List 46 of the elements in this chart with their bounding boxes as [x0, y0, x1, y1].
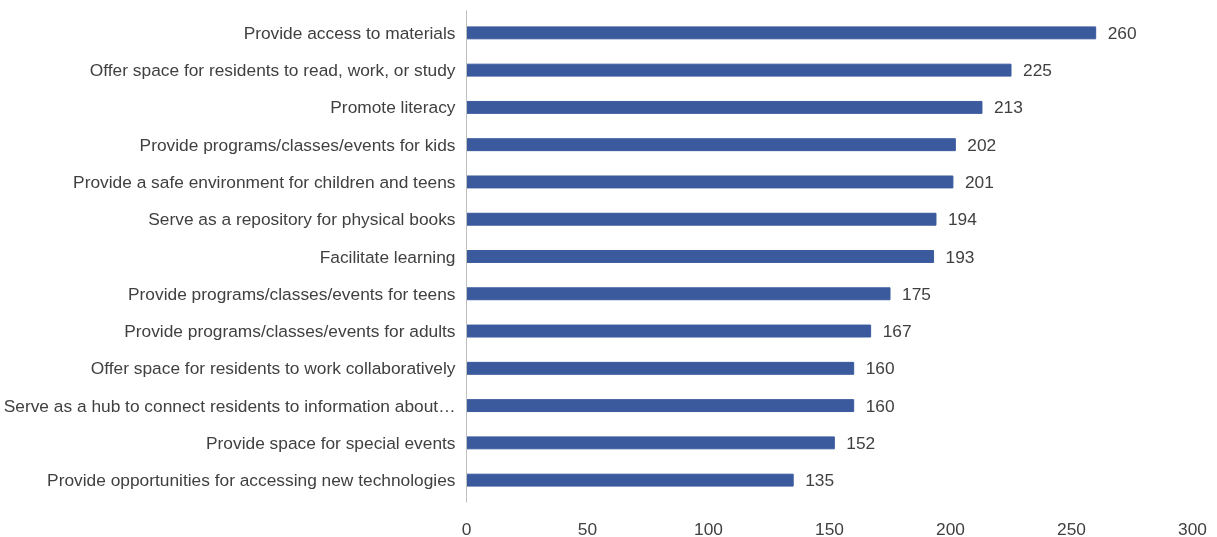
- data-label: 135: [805, 470, 835, 491]
- y-tick-label: Offer space for residents to read, work, or study: [89, 60, 456, 81]
- bar: [466, 138, 956, 152]
- bar: [466, 26, 1097, 40]
- x-tick-label: 200: [936, 518, 965, 537]
- y-tick-label: Provide access to materials: [243, 22, 456, 43]
- bar: [466, 399, 855, 413]
- x-tick-label: 300: [1178, 518, 1207, 537]
- y-tick-label: Facilitate learning: [319, 246, 456, 267]
- bar: [466, 250, 935, 263]
- y-tick-label: Provide space for special events: [206, 432, 456, 453]
- y-tick-label: Provide programs/classes/events for teens: [128, 283, 456, 304]
- data-label: 160: [865, 358, 895, 379]
- data-label: 193: [945, 246, 975, 267]
- data-label: 213: [993, 97, 1023, 118]
- y-tick-label: Provide programs/classes/events for adults: [124, 321, 456, 342]
- x-tick-label: 150: [815, 518, 844, 537]
- x-tick-label: 50: [577, 518, 598, 537]
- data-label: 167: [882, 321, 912, 342]
- data-label: 225: [1023, 60, 1052, 81]
- y-tick-label: Provide programs/classes/events for kids: [139, 134, 456, 155]
- bar: [466, 287, 891, 301]
- data-label: 260: [1107, 22, 1137, 43]
- bar: [466, 436, 835, 450]
- bar: [466, 324, 872, 338]
- bar: [466, 361, 855, 375]
- bar: [466, 175, 954, 189]
- y-tick-label: Offer space for residents to work collaboratively: [90, 358, 456, 379]
- y-tick-label: Provide a safe environment for children and teens: [73, 171, 456, 192]
- data-label: 202: [967, 134, 997, 155]
- bar: [466, 100, 983, 114]
- y-tick-label: Provide opportunities for accessing new technologies: [47, 470, 456, 491]
- y-tick-label: Serve as a repository for physical books: [148, 209, 456, 230]
- data-label: 152: [846, 432, 876, 453]
- data-label: 194: [947, 209, 978, 230]
- y-tick-label: Promote literacy: [330, 97, 456, 118]
- bar: [466, 212, 937, 226]
- x-tick-label: 250: [1057, 518, 1086, 537]
- x-tick-label: 0: [461, 518, 472, 537]
- bar: [466, 63, 1012, 77]
- data-label: 201: [964, 171, 994, 192]
- y-tick-label: Serve as a hub to connect residents to information about…: [3, 395, 456, 416]
- data-label: 175: [902, 283, 931, 304]
- x-tick-label: 100: [694, 518, 723, 537]
- data-label: 160: [865, 395, 895, 416]
- bar: [466, 473, 794, 487]
